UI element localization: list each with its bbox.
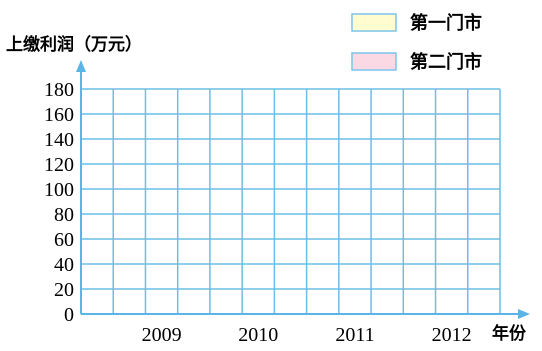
x-tick-label: 2010 [238, 324, 278, 346]
y-tick-label: 0 [64, 304, 74, 326]
chart-grid [81, 88, 501, 314]
y-axis-title: 上缴利润（万元） [6, 34, 142, 55]
legend: 第一门市 第二门市 [351, 12, 482, 73]
y-tick-label: 80 [54, 204, 74, 226]
y-tick-label: 40 [54, 254, 74, 276]
x-axis-arrow [518, 309, 530, 319]
chart-axes [76, 60, 530, 319]
x-tick-label: 2011 [335, 324, 374, 346]
x-axis-title: 年份 [492, 323, 527, 344]
y-tick-label: 100 [44, 179, 74, 201]
y-tick-label: 20 [54, 279, 74, 301]
y-tick-labels: 0 20 40 60 80 100 120 140 160 180 [44, 79, 74, 326]
legend-swatch-series-2 [351, 52, 397, 71]
y-tick-label: 120 [44, 154, 74, 176]
y-tick-label: 180 [44, 79, 74, 101]
y-tick-label: 140 [44, 129, 74, 151]
legend-label-series-2: 第二门市 [410, 51, 482, 73]
x-tick-labels: 2009 2010 2011 2012 [142, 324, 472, 346]
x-tick-label: 2012 [432, 324, 472, 346]
legend-label-series-1: 第一门市 [410, 12, 482, 34]
legend-swatch-series-1 [351, 13, 397, 32]
y-tick-label: 60 [54, 229, 74, 251]
x-tick-label: 2009 [142, 324, 182, 346]
y-tick-label: 160 [44, 104, 74, 126]
y-axis-arrow [76, 60, 86, 72]
